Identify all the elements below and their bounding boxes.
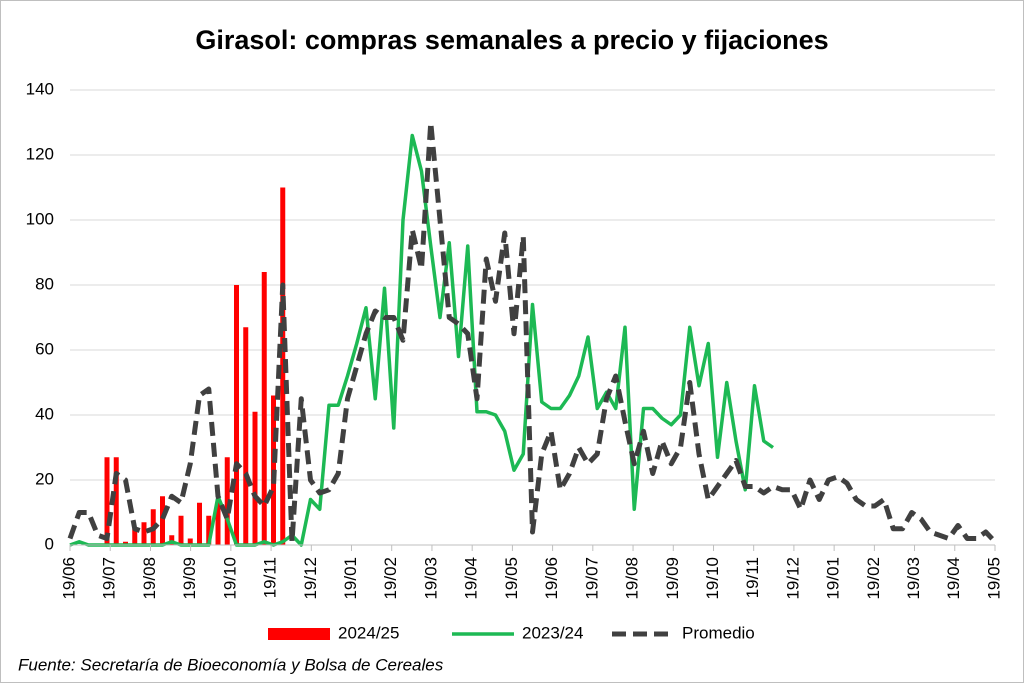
y-tick-label: 0 [45,534,54,553]
x-tick-label: 19/11 [743,557,762,598]
bar [104,457,110,545]
x-tick-label: 19/07 [582,557,601,600]
legend: 2024/25 2023/24 Promedio [268,623,755,642]
y-tick-label: 120 [26,144,54,163]
legend-label: 2023/24 [522,623,583,642]
x-tick-label: 19/08 [623,557,642,600]
bar [234,285,239,545]
x-tick-label: 19/06 [59,557,78,600]
legend-label: Promedio [682,623,755,642]
x-tick-label: 19/04 [462,557,481,600]
x-tick-label: 19/11 [261,557,280,598]
x-tick-label: 19/04 [944,557,963,600]
x-tick-label: 19/02 [864,557,883,600]
y-tick-label: 20 [35,469,54,488]
bar [252,411,258,545]
bar [113,457,119,545]
x-tick-label: 19/03 [904,557,923,600]
axes-layer: 0 20 40 60 80 100 120 140 19/06 19/07 19/08 19/09 19… [26,79,1004,599]
bar [215,499,221,545]
x-tick-label: 19/07 [100,557,119,600]
source-note: Fuente: Secretaría de Bioeconomía y Bols… [18,655,444,674]
y-tick-label: 100 [26,209,54,228]
bar [197,502,202,545]
y-tick-label: 60 [35,339,54,358]
bar [160,496,165,545]
chart-title: Girasol: compras semanales a precio y fi… [195,25,828,55]
bar [224,457,230,545]
legend-label: 2024/25 [338,623,399,642]
bar [141,522,147,545]
marks-layer [67,120,997,547]
x-tick-label: 19/03 [421,557,440,600]
bar [280,187,286,545]
x-tick-label: 19/01 [824,557,843,600]
x-tick-label: 19/09 [180,557,199,600]
x-tick-label: 19/05 [984,557,1003,600]
y-tick-label: 140 [26,79,54,98]
bar [132,528,138,545]
x-tick-label: 19/01 [341,557,360,600]
x-tick-label: 19/10 [220,557,239,600]
x-tick-label: 19/09 [663,557,682,600]
x-tick-label: 19/06 [542,557,561,600]
bar [187,538,193,545]
x-tick-label: 19/02 [381,557,400,600]
bar [243,327,249,545]
legend-swatch [268,628,330,640]
x-tick-label: 19/08 [140,557,159,600]
bar [178,515,184,545]
x-tick-label: 19/12 [301,557,320,600]
y-tick-label: 40 [35,404,54,423]
x-tick-label: 19/10 [703,557,722,600]
bar [206,515,212,545]
y-tick-label: 80 [35,274,54,293]
x-tick-label: 19/05 [502,557,521,600]
bar [261,272,267,545]
x-tick-label: 19/12 [783,557,802,600]
dashed-line [67,120,997,545]
